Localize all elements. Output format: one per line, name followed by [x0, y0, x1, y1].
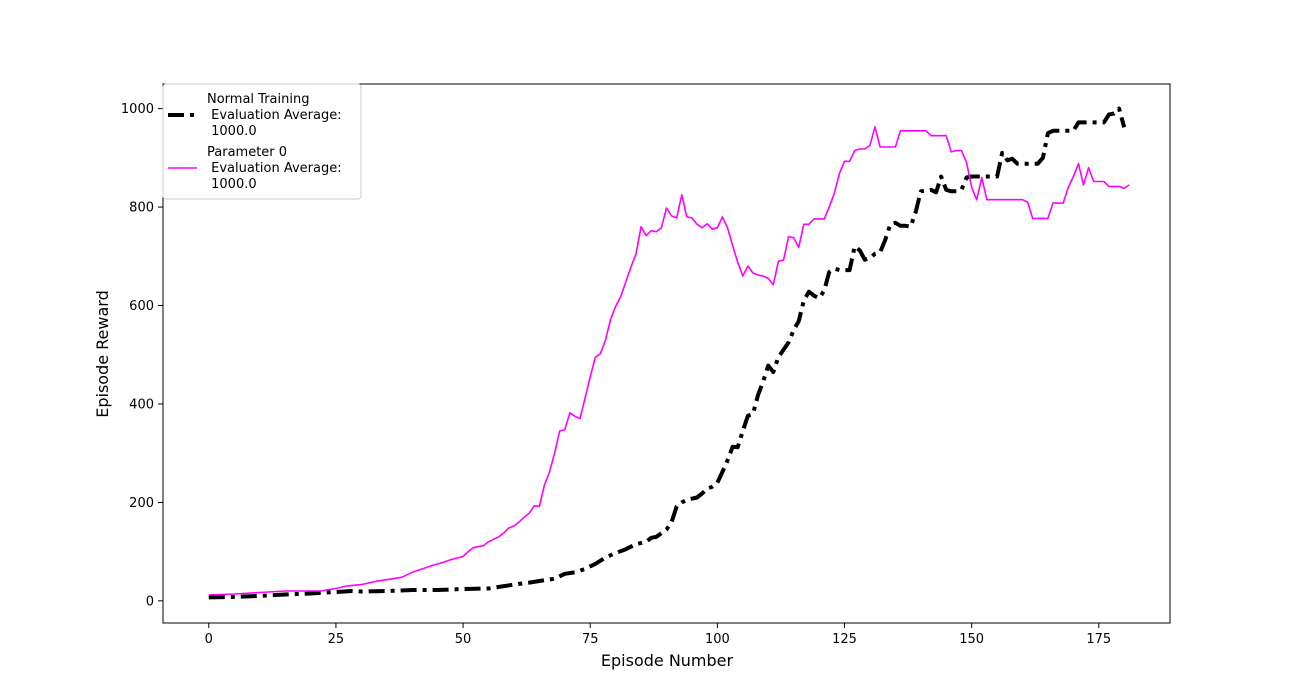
x-tick-label: 150 [959, 632, 984, 647]
x-tick-label: 0 [205, 632, 213, 647]
x-tick-label: 25 [328, 632, 345, 647]
legend-entry-0: Normal Training Evaluation Average: 1000… [207, 92, 342, 139]
legend: Normal Training Evaluation Average: 1000… [162, 83, 362, 200]
y-tick-label: 400 [129, 397, 154, 412]
x-tick-label: 100 [705, 632, 730, 647]
y-tick-label: 200 [129, 496, 154, 511]
x-tick-label: 50 [455, 632, 472, 647]
series-line-1 [208, 126, 1130, 596]
x-tick-label: 75 [582, 632, 599, 647]
y-axis-label: Episode Reward [93, 290, 112, 418]
plot-area-frame [162, 83, 1171, 624]
y-tick-label: 600 [129, 299, 154, 314]
x-axis-ticks: 0 25 50 75 100 125 150 175 [205, 623, 1111, 647]
y-tick-label: 1000 [121, 102, 154, 117]
x-tick-label: 125 [832, 632, 857, 647]
series-lines [208, 106, 1130, 600]
series-line-0 [208, 106, 1127, 600]
y-tick-label: 800 [129, 201, 154, 216]
x-tick-label: 175 [1086, 632, 1111, 647]
legend-entry-1: Parameter 0 Evaluation Average: 1000.0 [207, 145, 342, 192]
legend-box [162, 83, 362, 200]
y-tick-label: 0 [146, 594, 154, 609]
y-axis-ticks: 0 200 400 600 800 1000 [121, 102, 163, 609]
x-axis-label: Episode Number [601, 651, 734, 670]
